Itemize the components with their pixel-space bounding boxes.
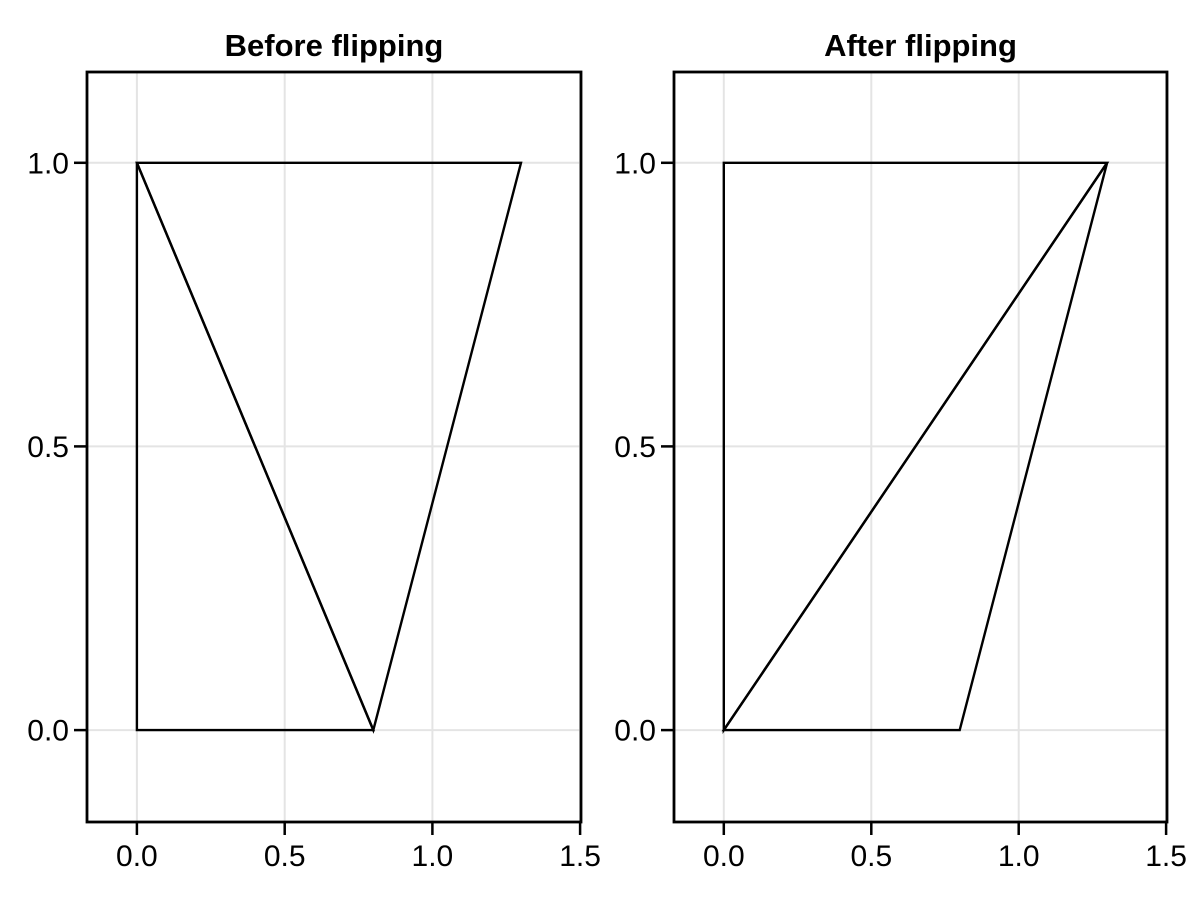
x-tick-label: 0.0 (116, 840, 158, 873)
x-tick-label: 0.0 (703, 840, 745, 873)
y-tick-label: 1.0 (27, 147, 69, 180)
x-tick-label: 1.0 (998, 840, 1040, 873)
y-tick-label: 0.0 (614, 715, 656, 748)
x-tick-label: 1.5 (1145, 840, 1187, 873)
x-tick-label: 1.0 (412, 840, 454, 873)
panel-title: After flipping (824, 28, 1017, 63)
y-tick-label: 0.5 (614, 431, 656, 464)
panel-title: Before flipping (225, 28, 444, 63)
triangle-edge (721, 162, 1109, 732)
panel-1: 0.0 0.5 1.0 1.5 0.0 0.5 1.0 After flipping (614, 28, 1187, 873)
x-tick-label: 0.5 (264, 840, 306, 873)
panel-0: 0.0 0.5 1.0 1.5 0.0 0.5 1.0 Before flipping (27, 28, 601, 873)
y-tick-label: 0.5 (27, 431, 69, 464)
triangle-edge (135, 161, 523, 734)
x-tick-label: 0.5 (850, 840, 892, 873)
y-tick-label: 1.0 (614, 147, 656, 180)
y-tick-label: 0.0 (27, 715, 69, 748)
x-tick-label: 1.5 (559, 840, 601, 873)
